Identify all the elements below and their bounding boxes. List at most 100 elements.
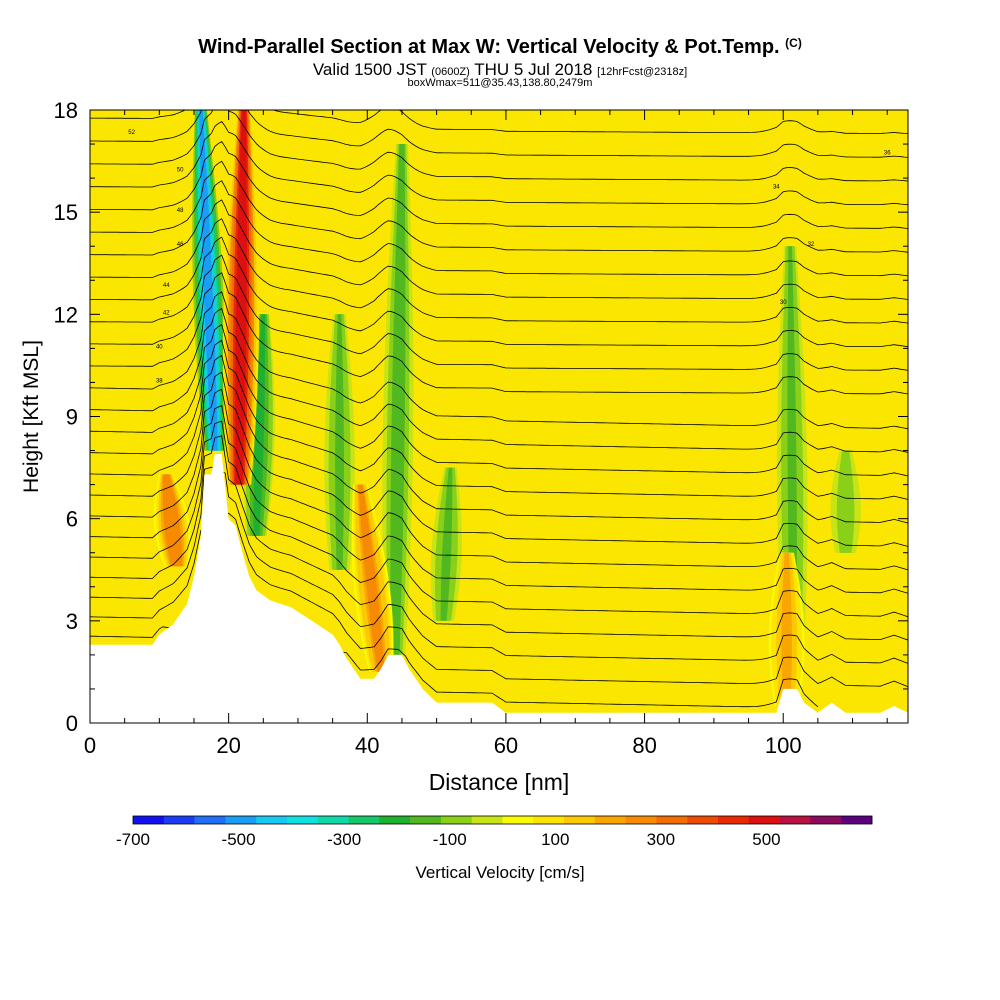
colorbar-swatch-22 — [810, 816, 842, 824]
colorbar-tick-label: -300 — [327, 830, 361, 849]
x-axis-label: Distance [nm] — [429, 769, 570, 795]
x-tick-label: 80 — [632, 733, 656, 758]
theta-label-9: 34 — [773, 184, 780, 190]
theta-contour-15 — [90, 236, 908, 348]
theta-label-6: 40 — [156, 344, 163, 350]
theta-label-0: 52 — [128, 130, 135, 136]
theta-label-8: 36 — [884, 150, 891, 156]
theta-contour-7 — [90, 371, 908, 547]
y-tick-label: 6 — [66, 507, 78, 532]
colorbar-swatch-14 — [564, 816, 596, 824]
chart-subtitle: Valid 1500 JST (0600Z) THU 5 Jul 2018 [1… — [312, 60, 688, 79]
theta-label-3: 46 — [177, 242, 184, 248]
colorbar-swatch-15 — [594, 816, 626, 824]
x-tick-label: 20 — [216, 733, 240, 758]
theta-contour-16 — [90, 218, 908, 324]
theta-label-11: 30 — [780, 300, 787, 306]
chart-title: Wind-Parallel Section at Max W: Vertical… — [198, 36, 802, 58]
colorbar-swatch-17 — [656, 816, 688, 824]
theta-contour-22 — [90, 110, 908, 182]
colorbar-tick-label: 300 — [647, 830, 675, 849]
theta-contour-25 — [849, 110, 908, 111]
theta-contour-2 — [90, 466, 908, 664]
theta-contour-21 — [90, 120, 908, 206]
y-tick-label: 12 — [54, 302, 78, 327]
theta-label-7: 38 — [156, 378, 163, 384]
updraft-plume-1-level-5 — [235, 110, 247, 485]
colorbar-swatch-11 — [471, 816, 503, 824]
colorbar-swatch-20 — [748, 816, 780, 824]
theta-contour-8 — [90, 354, 908, 524]
x-tick-label: 60 — [494, 733, 518, 758]
theta-contour-5 — [90, 405, 908, 594]
theta-label-2: 48 — [177, 208, 184, 214]
downdraft-plume-2-level-5 — [392, 144, 404, 655]
updraft-plume-0-level-5 — [164, 474, 181, 567]
colorbar-swatch-23 — [841, 816, 873, 824]
theta-contour-14 — [90, 254, 908, 371]
colorbar-tick-label: -100 — [433, 830, 467, 849]
colorbar-swatch-6 — [317, 816, 349, 824]
theta-contour-19 — [90, 160, 908, 253]
downdraft-plume-4-level-5 — [335, 314, 344, 570]
colorbar-tick-label: -700 — [116, 830, 150, 849]
colorbar-swatch-16 — [625, 816, 657, 824]
terrain-mask — [90, 454, 908, 723]
theta-contour-10 — [90, 324, 908, 477]
colorbar-swatch-13 — [533, 816, 565, 824]
theta-label-4: 44 — [163, 283, 170, 289]
x-tick-label: 40 — [355, 733, 379, 758]
downdraft-plume-1-level-5 — [253, 314, 266, 536]
theta-contour-20 — [90, 140, 908, 229]
theta-contour-3 — [90, 435, 908, 641]
y-tick-label: 0 — [66, 711, 78, 736]
theta-contour-4 — [90, 420, 908, 618]
downdraft-plume-6-level-5 — [841, 450, 851, 553]
box-max-info: boxWmax=511@35.43,138.80,2479m — [407, 77, 593, 89]
theta-contour-11 — [90, 308, 908, 453]
colorbar-tick-label: -500 — [222, 830, 256, 849]
colorbar-swatch-21 — [779, 816, 811, 824]
theta-contour-18 — [90, 180, 908, 277]
theta-label-5: 42 — [163, 310, 170, 316]
colorbar-swatch-12 — [502, 816, 534, 824]
y-tick-label: 9 — [66, 405, 78, 430]
theta-contour-0 — [90, 626, 819, 708]
theta-contour-12 — [90, 291, 908, 430]
colorbar-swatch-18 — [687, 816, 719, 824]
theta-contour-1 — [90, 512, 908, 688]
theta-label-1: 50 — [177, 167, 184, 173]
theta-contour-9 — [90, 339, 908, 500]
theta-contour-24 — [90, 110, 908, 134]
theta-contour-23 — [90, 110, 908, 158]
y-tick-label: 18 — [54, 98, 78, 123]
colorbar-swatch-10 — [440, 816, 472, 824]
colorbar-swatch-1 — [163, 816, 195, 824]
potential-temperature-contours: 52 50 48 46 44 42 40 38 36 34 32 30 — [90, 110, 908, 708]
y-axis-label: Height [Kft MSL] — [20, 340, 43, 493]
colorbar-swatch-4 — [256, 816, 288, 824]
updraft-plume-2-level-5 — [358, 484, 385, 672]
colorbar: -700 -500 -300 -100 100 300 500 — [116, 815, 873, 849]
theta-contour-6 — [90, 388, 908, 571]
colorbar-swatch-2 — [194, 816, 226, 824]
colorbar-swatch-7 — [348, 816, 380, 824]
y-tick-label: 3 — [66, 609, 78, 634]
theta-label-10: 32 — [808, 242, 815, 248]
downdraft-plume-3-level-5 — [440, 467, 453, 621]
colorbar-swatch-0 — [133, 816, 165, 824]
x-tick-label: 100 — [765, 733, 802, 758]
colorbar-swatch-19 — [718, 816, 750, 824]
colorbar-swatch-3 — [225, 816, 257, 824]
theta-contour-13 — [90, 272, 908, 395]
colorbar-tick-label: 100 — [541, 830, 569, 849]
colorbar-frame — [132, 815, 873, 825]
colorbar-label: Vertical Velocity [cm/s] — [415, 863, 585, 882]
colorbar-swatch-9 — [410, 816, 442, 824]
theta-contour-17 — [90, 199, 908, 300]
colorbar-swatch-8 — [379, 816, 411, 824]
y-tick-label: 15 — [54, 200, 78, 225]
colorbar-tick-label: 500 — [752, 830, 780, 849]
